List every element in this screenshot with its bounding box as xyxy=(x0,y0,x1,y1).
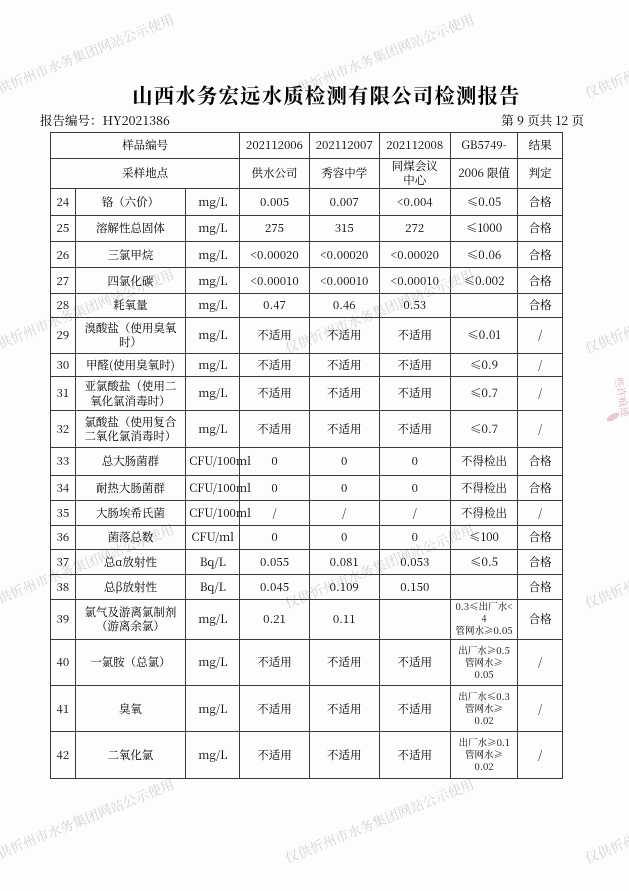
svg-text:些许痕迹: 些许痕迹 xyxy=(612,376,629,419)
